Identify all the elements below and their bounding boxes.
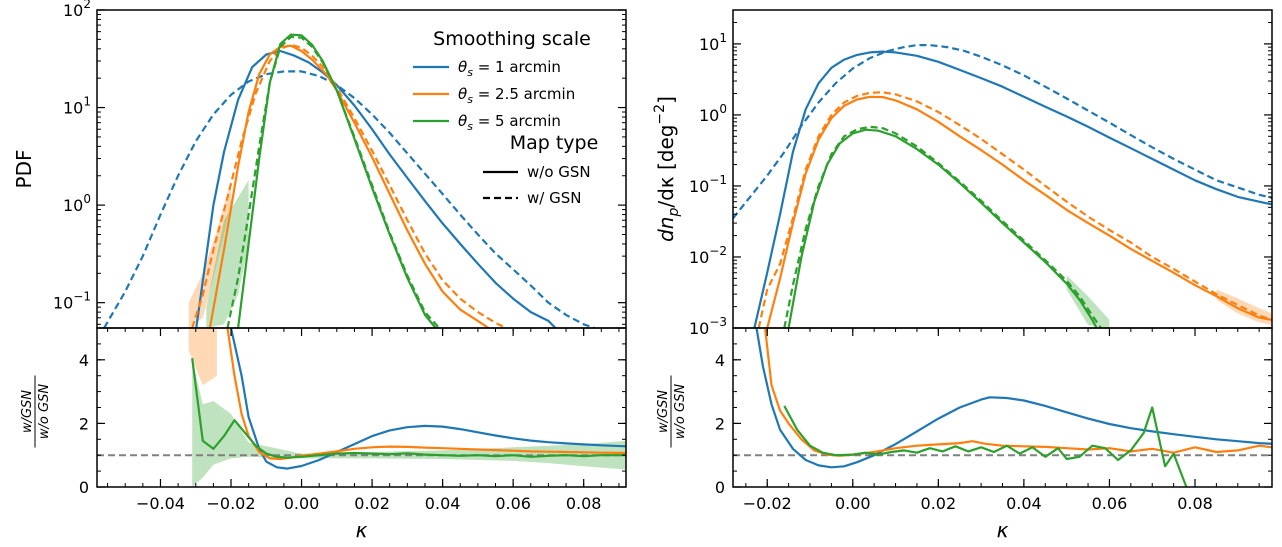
legend-entry: θs = 1 arcmin: [458, 58, 561, 79]
svg-text:w/o GSN: w/o GSN: [37, 384, 52, 439]
x-tick-label: 0.06: [495, 494, 531, 513]
y-tick-label: 10−3: [689, 315, 727, 338]
band-1: [1066, 275, 1110, 328]
svg-text:w/GSN: w/GSN: [656, 390, 671, 433]
legend-entry: w/o GSN: [527, 163, 591, 181]
x-tick-label: −0.02: [743, 494, 792, 513]
y-tick-label: 10−2: [689, 244, 727, 267]
legend-entry: θs = 2.5 arcmin: [458, 85, 575, 106]
y-tick-label: 0: [715, 478, 725, 497]
panel-bottom-right: −0.02 0.00 0.02 0.04 0.06 0.08 0 2 4 κ w/GSN w/o GS…: [656, 327, 1273, 542]
y-tick-label: 4: [79, 351, 89, 370]
legend-entry: θs = 5 arcmin: [458, 112, 561, 133]
y-tick-label: 0: [79, 478, 89, 497]
x-tick-label: 0.02: [354, 494, 390, 513]
series-line-1: [103, 70, 595, 328]
x-axis-label: κ: [356, 518, 368, 542]
y-tick-label: 100: [699, 102, 727, 125]
svg-text:w/o GSN: w/o GSN: [673, 384, 688, 439]
x-tick-label: 0.08: [1177, 494, 1213, 513]
series-line-3: [191, 43, 507, 328]
series-line-5: [783, 125, 1102, 328]
x-tick-label: −0.04: [136, 494, 185, 513]
panel-top-right: 10−3 10−2 10−1 100 101 dnp/dκ [deg−2]: [652, 9, 1273, 338]
series-line-2: [191, 358, 626, 459]
svg-text:w/GSN: w/GSN: [20, 390, 35, 433]
y-tick-label: 2: [715, 414, 725, 433]
x-tick-label: 0.08: [566, 494, 602, 513]
series-line-0: [755, 328, 1272, 469]
y-tick-label: 100: [63, 192, 91, 215]
band-1: [192, 359, 626, 487]
x-tick-label: 0.00: [284, 494, 320, 513]
series-line-0: [753, 50, 1272, 328]
series-line-2: [783, 405, 1188, 487]
y-tick-label: 101: [699, 31, 727, 54]
y-tick-label: 102: [63, 0, 91, 20]
series-line-1: [764, 328, 1272, 457]
x-tick-label: 0.02: [921, 494, 957, 513]
series-line-0: [229, 328, 626, 470]
series-line-3: [757, 91, 1272, 328]
band-0: [188, 328, 217, 386]
series-line-4: [787, 128, 1098, 328]
x-axis-label: κ: [997, 518, 1009, 542]
x-tick-label: 0.04: [1006, 494, 1042, 513]
y-tick-label: 10−1: [53, 290, 91, 313]
y-tick-label: 4: [715, 351, 725, 370]
series-line-0: [195, 49, 557, 328]
axes-frame: [96, 327, 627, 488]
x-tick-label: 0.04: [425, 494, 461, 513]
band-0: [188, 180, 231, 328]
y-axis-label: PDF: [12, 150, 36, 189]
x-tick-label: 0.06: [1092, 494, 1128, 513]
series-line-5: [226, 35, 440, 328]
y-tick-label: 2: [79, 414, 89, 433]
y-axis-label: dnp/dκ [deg−2]: [652, 96, 682, 242]
y-axis-label-ratio: w/GSN w/o GSN: [656, 375, 688, 448]
legend-entry: w/ GSN: [527, 189, 581, 207]
legend: Smoothing scale θs = 1 arcmin θs = 2.5 arc…: [413, 28, 598, 207]
y-axis-label-ratio: w/GSN w/o GSN: [20, 375, 52, 448]
x-tick-label: 0.00: [835, 494, 871, 513]
series-line-2: [766, 95, 1272, 328]
series-line-2: [208, 44, 490, 328]
y-tick-label: 10−1: [689, 173, 727, 196]
y-tick-label: 101: [63, 95, 91, 118]
panel-top-left: 10−1 100 101 102 PDF Smoothing scale θs = 1 ar…: [12, 0, 627, 329]
panel-bottom-left: −0.04 −0.02 0.00 0.02 0.04 0.06 0.08 0 2 4 κ w/GSN w…: [20, 327, 627, 542]
series-line-1: [226, 328, 626, 461]
legend-title-map-type: Map type: [510, 132, 599, 154]
series-line-4: [237, 33, 437, 328]
axes-frame: [732, 9, 1273, 329]
series-line-1: [733, 44, 1272, 219]
x-tick-label: −0.02: [206, 494, 255, 513]
legend-title: Smoothing scale: [433, 28, 591, 50]
